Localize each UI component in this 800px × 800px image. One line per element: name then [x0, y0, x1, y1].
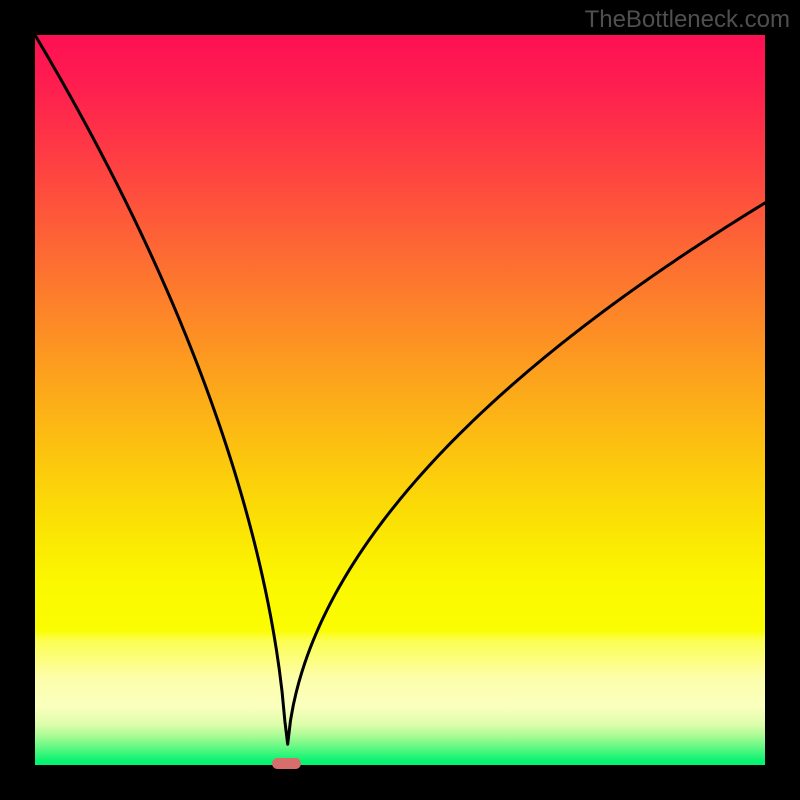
watermark-text: TheBottleneck.com [585, 6, 790, 34]
chart-frame: TheBottleneck.com [0, 0, 800, 800]
optimal-marker [272, 758, 301, 770]
plot-area [35, 35, 765, 765]
bottleneck-curve [35, 35, 765, 765]
